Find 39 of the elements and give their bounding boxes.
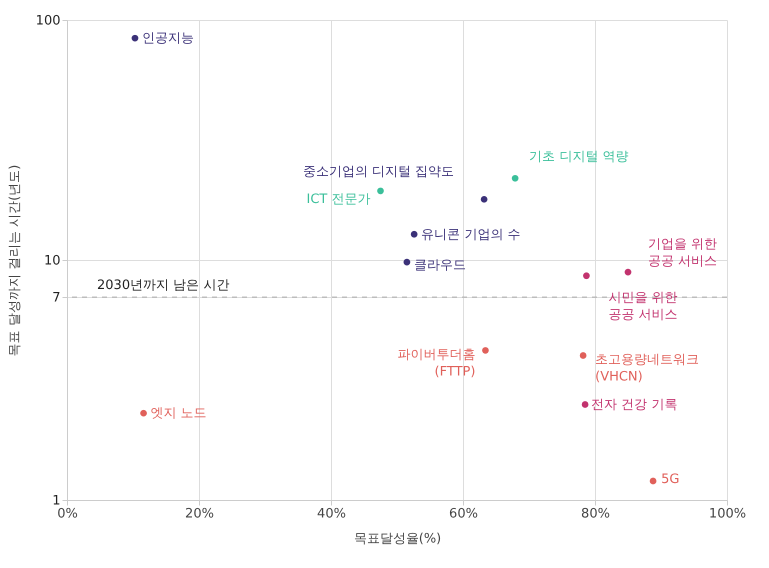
point bbox=[583, 272, 590, 280]
x-tick-label: 40% bbox=[317, 506, 346, 522]
y-tick-label: 100 bbox=[36, 14, 60, 28]
annotation: 전자 건강 기록 bbox=[591, 397, 678, 412]
annotation: 파이버투더홈 (FTTP) bbox=[397, 347, 476, 380]
annotation: 5G bbox=[661, 472, 680, 487]
point bbox=[480, 196, 488, 203]
annotation: 유니콘 기업의 수 bbox=[421, 227, 520, 242]
point bbox=[140, 410, 147, 417]
annotation: 기초 디지털 역량 bbox=[529, 149, 628, 164]
x-tick-label: 80% bbox=[581, 506, 610, 522]
annotation: 클라우드 bbox=[414, 258, 466, 274]
annotation: 시민을 위한 공공 서비스 bbox=[608, 290, 678, 323]
ref-line-label: 2030년까지 남은 시간 bbox=[97, 278, 230, 294]
annotation: ICT 전문가 bbox=[306, 192, 370, 207]
point bbox=[132, 34, 138, 42]
x-tick-label: 0% bbox=[57, 506, 78, 522]
x-tick-label: 20% bbox=[185, 506, 214, 522]
annotation: 초고용량네트워크 (VHCN) bbox=[595, 352, 700, 385]
point bbox=[404, 258, 410, 266]
point bbox=[482, 347, 489, 354]
annotation: 엣지 노드 bbox=[150, 406, 207, 422]
point bbox=[512, 174, 518, 182]
y-tick-label: 7 bbox=[52, 290, 60, 306]
point bbox=[377, 188, 384, 194]
point bbox=[410, 230, 418, 238]
annotation: 인공지능 bbox=[142, 31, 194, 46]
annotation: 중소기업의 디지털 집약도 bbox=[302, 164, 454, 180]
y-tick-label: 1 bbox=[52, 494, 60, 508]
point bbox=[624, 268, 632, 276]
x-axis-title: 목표달성율(%) bbox=[354, 532, 442, 546]
point bbox=[650, 478, 656, 484]
point bbox=[582, 401, 588, 408]
x-tick-label: 60% bbox=[449, 506, 478, 522]
point bbox=[580, 352, 586, 359]
x-tick-label: 100% bbox=[708, 506, 746, 522]
y-axis-title: 목표 달성까지 걸리는 시간(년도) bbox=[8, 164, 23, 356]
annotation: 기업을 위한 공공 서비스 bbox=[648, 237, 718, 270]
y-tick-label: 10 bbox=[44, 254, 60, 268]
